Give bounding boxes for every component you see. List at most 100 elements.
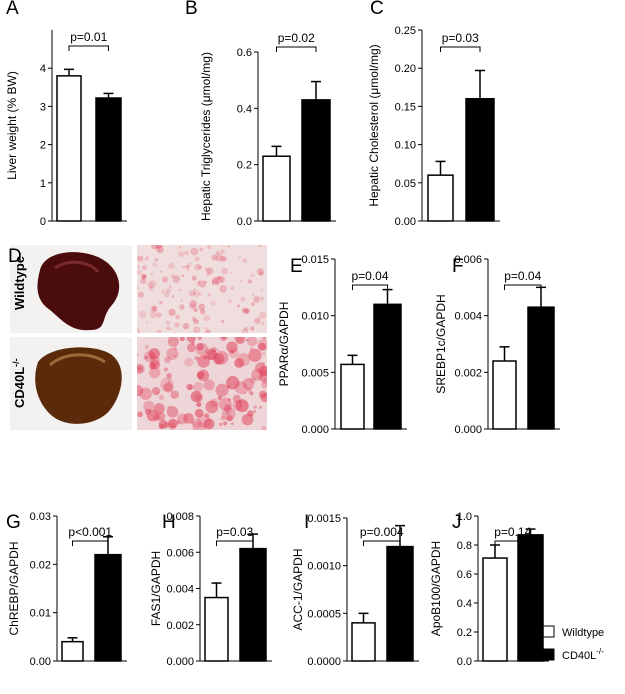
- droplet: [144, 345, 150, 350]
- row-label-name: CD40L: [12, 367, 27, 408]
- droplet: [258, 311, 267, 320]
- droplet: [227, 245, 230, 248]
- droplet: [247, 337, 258, 347]
- droplet: [186, 337, 196, 343]
- histology: [137, 245, 267, 333]
- droplet: [242, 378, 255, 390]
- legend-label: Wildtype: [562, 627, 604, 639]
- droplet: [231, 422, 234, 425]
- droplet: [193, 288, 196, 291]
- y-tick-label: 0.2: [457, 627, 472, 639]
- droplet: [219, 249, 225, 255]
- bar: [94, 553, 122, 662]
- y-tick-label: 0.015: [301, 254, 329, 266]
- significance-bracket: [352, 284, 388, 290]
- droplet: [163, 382, 174, 393]
- droplet: [151, 386, 161, 396]
- significance-bracket: [363, 540, 401, 546]
- bar: [204, 596, 229, 662]
- droplet: [152, 262, 158, 268]
- y-tick-label: 4: [40, 63, 46, 75]
- droplet: [234, 381, 248, 395]
- droplet: [148, 280, 157, 288]
- droplet: [197, 355, 210, 368]
- droplet: [253, 410, 257, 413]
- significance-bracket: [494, 540, 531, 546]
- droplet: [153, 403, 165, 415]
- droplet: [214, 280, 220, 286]
- droplet: [179, 304, 185, 310]
- droplet: [146, 256, 150, 260]
- droplet: [141, 265, 147, 271]
- droplet: [211, 282, 215, 286]
- droplet: [240, 296, 246, 302]
- y-tick-label: 0.4: [457, 598, 472, 610]
- y-tick-label: 0.00: [30, 656, 51, 668]
- droplet: [260, 392, 267, 403]
- droplet: [186, 383, 193, 391]
- droplet: [218, 397, 232, 411]
- droplet: [203, 314, 211, 322]
- droplet: [174, 355, 177, 358]
- droplet: [226, 411, 230, 415]
- bar: [482, 557, 508, 662]
- droplet: [190, 420, 195, 425]
- droplet: [206, 267, 214, 275]
- droplet: [199, 293, 203, 296]
- droplet: [219, 422, 223, 426]
- y-axis-label: PPARα/GAPDH: [277, 302, 291, 387]
- y-tick-label: 1.0: [457, 511, 472, 523]
- row-label: CD40L-/-: [11, 358, 27, 408]
- p-value: p=0.02: [278, 31, 315, 45]
- droplet: [228, 347, 240, 359]
- droplet: [137, 291, 144, 298]
- droplet: [194, 408, 204, 418]
- droplet: [228, 299, 233, 304]
- bar: [95, 97, 122, 222]
- panel-letter: C: [370, 0, 384, 19]
- droplet: [214, 350, 229, 365]
- droplet: [196, 371, 205, 379]
- y-axis-label: ChREBP/GAPDH: [7, 541, 21, 635]
- droplet: [170, 328, 173, 331]
- droplet: [250, 273, 255, 278]
- droplet: [146, 409, 159, 422]
- droplet: [165, 320, 171, 326]
- y-tick-label: 0.006: [166, 547, 194, 559]
- y-tick-label: 0.05: [395, 178, 416, 190]
- panel-d: D Wildtype CD40L-/-: [8, 245, 267, 430]
- y-tick-label: 0.005: [301, 367, 329, 379]
- droplet: [219, 255, 226, 262]
- significance-bracket: [72, 540, 109, 546]
- droplet: [190, 390, 202, 403]
- droplet: [204, 267, 209, 272]
- droplet: [193, 292, 196, 295]
- y-tick-label: 0.20: [395, 63, 416, 75]
- y-tick-label: 0.6: [457, 569, 472, 581]
- droplet: [251, 293, 255, 297]
- droplet: [187, 262, 192, 267]
- y-tick-label: 0.02: [30, 559, 51, 571]
- significance-bracket: [276, 46, 317, 52]
- bar: [386, 545, 414, 662]
- y-tick-label: 0: [40, 216, 46, 228]
- panel-letter: B: [185, 0, 198, 19]
- droplet: [173, 346, 177, 351]
- droplet: [217, 395, 222, 401]
- droplet: [261, 381, 267, 389]
- droplet: [253, 296, 261, 303]
- droplet: [182, 322, 190, 330]
- droplet: [204, 329, 211, 333]
- droplet: [173, 322, 180, 328]
- y-axis-label: Liver weight (% BW): [5, 71, 19, 180]
- droplet: [150, 272, 153, 276]
- liver-highlight: [54, 260, 100, 274]
- y-tick-label: 0.0010: [307, 561, 341, 573]
- droplet: [137, 353, 140, 357]
- droplet: [238, 255, 242, 259]
- y-tick-label: 0.010: [301, 311, 329, 323]
- droplet: [179, 337, 185, 342]
- droplet: [137, 363, 144, 374]
- droplet: [175, 314, 180, 320]
- droplet: [263, 378, 266, 382]
